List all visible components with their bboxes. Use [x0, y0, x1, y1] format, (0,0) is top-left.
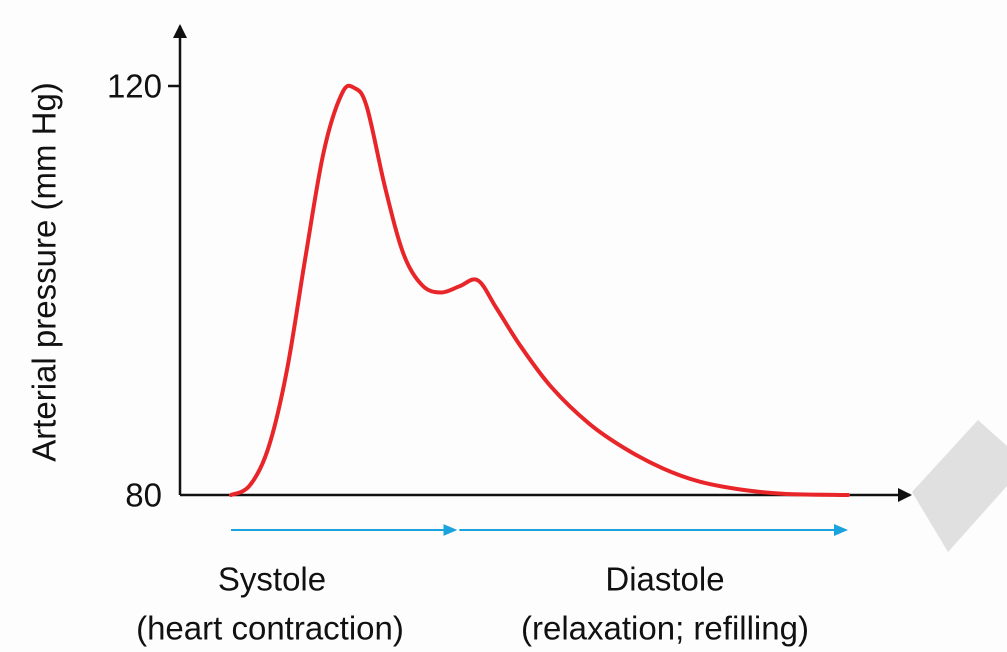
y-tick-label-80: 80 [125, 477, 162, 514]
diastole-label: Diastole [605, 561, 724, 598]
corner-watermark [912, 420, 1007, 552]
systole-label: Systole [218, 561, 326, 598]
y-tick-label-120: 120 [107, 68, 162, 105]
pressure-curve [229, 83, 850, 497]
plot-area: 120 80 Arterial pressure (mm Hg) [26, 24, 912, 514]
y-axis-title: Arterial pressure (mm Hg) [26, 82, 63, 462]
diastole-description: (relaxation; refilling) [521, 610, 809, 647]
systole-description: (heart contraction) [136, 610, 404, 647]
phase-annotations: Systole (heart contraction) Diastole (re… [136, 524, 848, 647]
